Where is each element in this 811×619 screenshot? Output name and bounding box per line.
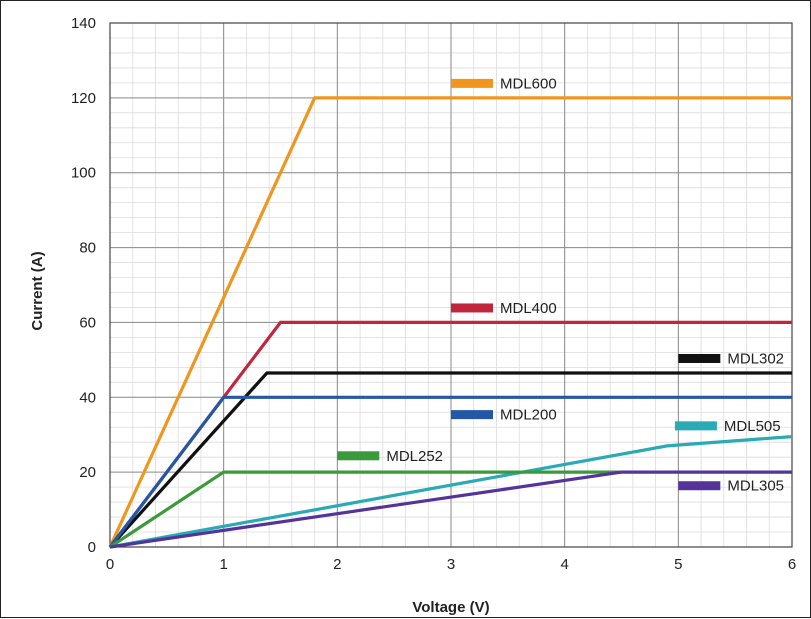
x-tick-label: 6	[788, 556, 796, 573]
plot-border	[109, 22, 793, 548]
y-tick-label: 140	[71, 15, 96, 32]
legend-swatch-mdl200	[451, 410, 493, 420]
x-tick-label: 2	[333, 556, 341, 573]
series-line-mdl600	[108, 96, 792, 548]
series-line-mdl252	[109, 470, 622, 549]
y-tick-label: 0	[88, 539, 96, 556]
legend-label-mdl305: MDL305	[727, 478, 784, 495]
y-tick-label: 60	[79, 314, 96, 331]
y-tick-label: 80	[79, 240, 96, 257]
legend-label-mdl600: MDL600	[500, 75, 557, 92]
x-tick-label: 4	[560, 556, 568, 573]
series-line-mdl305	[109, 470, 792, 549]
x-tick-label: 1	[219, 556, 227, 573]
x-axis-title: Voltage (V)	[412, 599, 489, 616]
legend-swatch-mdl400	[451, 303, 493, 313]
legend-swatch-mdl505	[674, 421, 717, 431]
legend-swatch-mdl252	[337, 451, 380, 461]
series-lines	[108, 96, 793, 549]
legend-label-mdl252: MDL252	[386, 448, 443, 465]
legend-label-mdl302: MDL302	[727, 350, 784, 367]
inline-legend: MDL600 MDL400 MDL302 MDL200 MDL505 MDL252 MDL3…	[337, 75, 784, 495]
series-line-mdl200	[108, 395, 792, 548]
x-tick-label: 3	[447, 556, 455, 573]
y-tick-label: 100	[71, 165, 96, 182]
x-tick-label: 5	[674, 556, 682, 573]
axes	[109, 22, 793, 548]
series-line-mdl302	[108, 371, 792, 549]
legend-label-mdl400: MDL400	[500, 300, 557, 317]
major-gridlines	[109, 22, 793, 548]
legend-swatch-mdl305	[678, 481, 721, 491]
y-axis-title: Current (A)	[29, 251, 46, 330]
series-line-mdl505	[109, 435, 793, 549]
y-tick-label: 40	[79, 389, 96, 406]
legend-swatch-mdl600	[451, 78, 493, 88]
y-tick-label: 120	[71, 90, 96, 107]
legend-label-mdl200: MDL200	[500, 407, 557, 424]
legend-label-mdl505: MDL505	[724, 418, 781, 435]
x-tick-label: 0	[106, 556, 114, 573]
y-tick-label: 20	[79, 464, 96, 481]
legend-swatch-mdl302	[678, 353, 721, 363]
